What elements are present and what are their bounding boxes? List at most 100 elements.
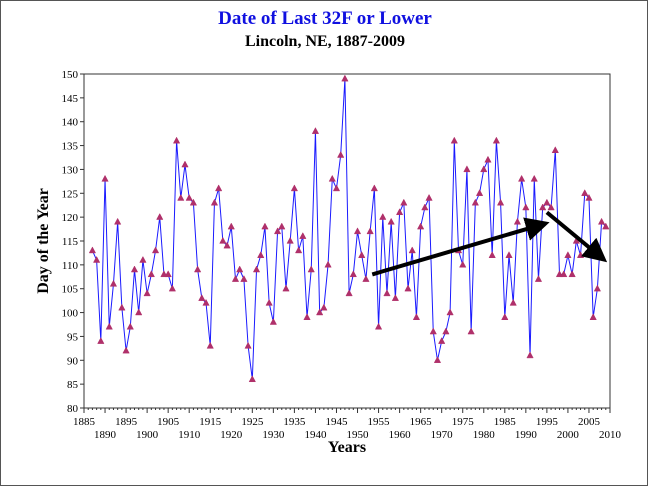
data-point <box>130 265 139 273</box>
data-point <box>227 222 235 230</box>
x-tick-label: 1940 <box>304 429 327 441</box>
x-tick-label: 1950 <box>347 429 370 441</box>
data-point <box>463 165 471 173</box>
data-point <box>189 198 198 206</box>
data-point <box>257 251 265 258</box>
y-tick-label: 150 <box>62 69 79 81</box>
data-point <box>488 251 496 258</box>
data-point <box>522 203 530 211</box>
data-point <box>446 308 454 316</box>
data-point <box>303 313 311 320</box>
x-tick-label: 1935 <box>283 416 306 428</box>
x-tick-label: 1885 <box>73 416 96 428</box>
data-point <box>168 284 176 292</box>
data-point <box>564 251 572 258</box>
data-point <box>543 198 551 206</box>
data-point <box>206 341 214 349</box>
data-point <box>391 294 400 301</box>
data-point <box>156 213 164 220</box>
x-tick-label: 1945 <box>325 416 348 428</box>
data-point <box>193 265 202 273</box>
data-point <box>240 275 248 282</box>
x-tick-label: 1900 <box>136 429 159 441</box>
trend-arrow <box>545 210 608 263</box>
x-tick-label: 1890 <box>94 429 117 441</box>
data-point <box>181 160 189 168</box>
data-point <box>269 317 277 325</box>
data-point <box>307 265 315 273</box>
data-point <box>417 222 425 230</box>
data-point <box>421 203 429 211</box>
data-point <box>425 193 433 201</box>
y-tick-label: 95 <box>67 331 79 343</box>
data-point <box>337 150 345 158</box>
data-point <box>387 217 395 225</box>
data-point <box>509 298 517 306</box>
data-point <box>143 289 151 297</box>
data-point <box>244 341 252 349</box>
data-point <box>282 284 290 292</box>
data-point <box>492 136 501 144</box>
data-point <box>151 246 160 254</box>
data-point <box>505 251 513 258</box>
data-point <box>560 270 568 278</box>
data-point <box>395 208 404 216</box>
data-point <box>278 222 286 230</box>
y-tick-label: 120 <box>62 212 79 224</box>
x-tick-label: 1985 <box>494 416 517 428</box>
data-point <box>164 270 172 278</box>
data-point <box>459 260 467 268</box>
x-tick-label: 1965 <box>410 416 433 428</box>
data-point <box>593 284 601 292</box>
data-point <box>400 198 408 206</box>
data-point <box>358 251 366 258</box>
data-point <box>88 246 97 254</box>
x-tick-label: 1910 <box>178 429 201 441</box>
x-tick-label: 1905 <box>157 416 180 428</box>
data-point <box>126 322 134 330</box>
data-point <box>480 165 488 173</box>
data-point <box>328 174 336 182</box>
x-tick-label: 1895 <box>115 416 138 428</box>
x-tick-label: 2000 <box>557 429 580 441</box>
data-point <box>215 184 223 192</box>
trend-arrows <box>371 210 608 277</box>
x-tick-label: 1995 <box>536 416 559 428</box>
data-point <box>534 275 543 282</box>
data-point <box>345 289 353 297</box>
data-point <box>231 275 240 282</box>
data-point <box>518 174 526 182</box>
data-point <box>341 74 349 82</box>
data-point <box>442 327 450 335</box>
data-point <box>118 303 126 311</box>
data-point <box>177 193 185 201</box>
y-tick-label: 110 <box>62 260 79 272</box>
data-point <box>261 222 269 230</box>
data-point <box>383 289 391 297</box>
data-point <box>332 184 341 192</box>
data-point <box>467 327 475 335</box>
data-point <box>475 189 484 196</box>
data-point <box>349 270 357 278</box>
data-point <box>219 236 227 244</box>
y-tick-label: 80 <box>67 403 79 415</box>
y-tick-label: 125 <box>62 188 79 200</box>
data-point <box>530 174 538 182</box>
data-point <box>286 236 294 244</box>
plot-area <box>83 73 611 409</box>
x-tick-label: 1980 <box>473 429 496 441</box>
y-tick-label: 130 <box>62 164 79 176</box>
y-tick-label: 90 <box>67 355 79 367</box>
data-point <box>484 155 492 163</box>
data-point <box>408 246 416 254</box>
data-point <box>589 313 597 320</box>
data-point <box>147 270 155 278</box>
data-point <box>101 174 109 182</box>
data-point <box>450 136 458 144</box>
data-point <box>198 294 206 301</box>
data-point <box>252 265 261 273</box>
data-point <box>185 193 193 201</box>
data-point <box>496 198 505 206</box>
